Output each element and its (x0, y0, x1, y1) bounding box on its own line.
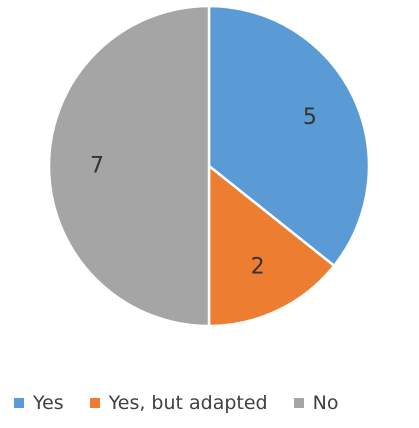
legend-label-yes-but-adapted: Yes, but adapted (108, 392, 268, 414)
pie-slice-yes-but-adapted (207, 163, 336, 328)
legend-label-yes: Yes (33, 392, 64, 414)
legend-label-no: No (312, 392, 339, 414)
legend-item-yes-but-adapted: Yes, but adapted (89, 392, 268, 414)
legend-swatch-yes-but-adapted (89, 398, 100, 408)
chart-legend: Yes Yes, but adapted No (14, 392, 338, 414)
legend-swatch-yes (14, 398, 24, 408)
legend-item-no: No (293, 392, 339, 414)
pie-slice-no (47, 4, 211, 328)
pie-data-labels: 5 2 7 (90, 105, 317, 280)
data-label-yes: 5 (303, 105, 317, 130)
pie-slices (47, 4, 371, 328)
legend-swatch-no (293, 398, 304, 408)
pie-slice-yes (207, 4, 371, 268)
data-label-yes-but-adapted: 2 (251, 254, 265, 279)
legend-item-yes: Yes (14, 392, 64, 414)
data-label-no: 7 (90, 154, 104, 179)
